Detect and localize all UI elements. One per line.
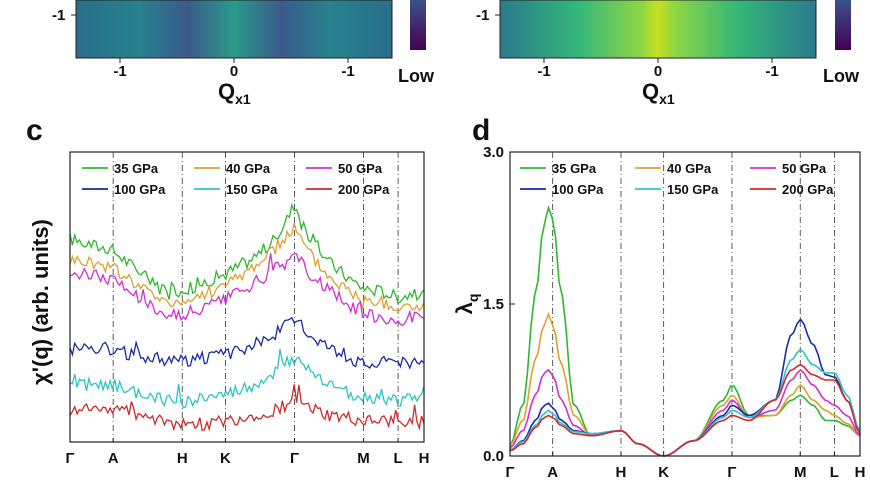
- xtick-label: Γ: [290, 450, 299, 467]
- panel-c-ylabel: χ'(q) (arb. units): [28, 219, 53, 385]
- xtick-label: K: [658, 464, 669, 481]
- plot-frame: [69, 151, 425, 443]
- top-left-heatmap: -1 -1 0 -1 Qx1 Low: [52, 0, 435, 107]
- series-line-35-gpa: [509, 205, 861, 457]
- xtick-label: L: [394, 450, 403, 467]
- xtick-label: H: [855, 464, 866, 481]
- heatmap-right-image: [500, 0, 816, 58]
- xtick-label: H: [616, 464, 627, 481]
- ytick-label: 1.5: [483, 296, 504, 313]
- series-line-100-gpa: [69, 316, 425, 370]
- xtick-label: A: [547, 464, 558, 481]
- heatmap-left-image: [76, 0, 392, 58]
- legend-entry: 200 GPa: [782, 182, 834, 197]
- top-left-ytick: -1: [52, 7, 65, 24]
- top-right-xlabel: Qx1: [642, 79, 675, 107]
- legend-entry: 150 GPa: [667, 182, 719, 197]
- series-line-100-gpa: [509, 317, 861, 457]
- legend-entry: 150 GPa: [226, 182, 278, 197]
- legend-entry: 50 GPa: [782, 161, 827, 176]
- xtick-label: H: [419, 450, 430, 467]
- xtick-label: Γ: [505, 464, 514, 481]
- top-right-colorbar: [835, 0, 851, 50]
- top-right-xtick-3: -1: [765, 63, 778, 80]
- top-left-xtick-1: -1: [113, 63, 126, 80]
- panel-d-ylabel: λq: [452, 294, 481, 315]
- legend-entry: 35 GPa: [552, 161, 597, 176]
- series-line-150-gpa: [69, 348, 425, 409]
- top-left-xlabel: Qx1: [218, 79, 251, 107]
- top-right-xtick-2: 0: [654, 63, 662, 80]
- legend-entry: 200 GPa: [338, 182, 390, 197]
- top-left-cbar-low: Low: [398, 66, 435, 86]
- ytick-label: 3.0: [483, 144, 504, 161]
- panel-d-label: d: [472, 114, 490, 147]
- legend-entry: 50 GPa: [338, 161, 383, 176]
- xtick-label: H: [177, 450, 188, 467]
- legend-entry: 35 GPa: [114, 161, 159, 176]
- top-left-colorbar: [410, 0, 426, 50]
- xtick-label: L: [830, 464, 839, 481]
- legend-entry: 40 GPa: [667, 161, 712, 176]
- legend-entry: 100 GPa: [114, 182, 166, 197]
- xtick-label: K: [220, 450, 231, 467]
- top-right-ytick: -1: [476, 7, 489, 24]
- legend-entry: 100 GPa: [552, 182, 604, 197]
- series-line-200-gpa: [69, 384, 425, 432]
- xtick-label: Γ: [65, 450, 74, 467]
- series-line-40-gpa: [69, 222, 425, 312]
- xtick-label: M: [357, 450, 370, 467]
- series-line-35-gpa: [69, 202, 425, 305]
- panel-c-label: c: [26, 114, 43, 147]
- series-line-200-gpa: [509, 363, 861, 457]
- legend-entry: 40 GPa: [226, 161, 271, 176]
- top-left-xtick-2: 0: [230, 63, 238, 80]
- series-line-50-gpa: [69, 253, 425, 327]
- ytick-label: 0.0: [483, 448, 504, 465]
- top-right-heatmap: -1 -1 0 -1 Qx1 Low: [476, 0, 860, 107]
- xtick-label: A: [108, 450, 119, 467]
- xtick-label: M: [794, 464, 807, 481]
- top-left-xtick-3: -1: [341, 63, 354, 80]
- plot-frame: [509, 151, 861, 457]
- top-right-cbar-low: Low: [823, 66, 860, 86]
- xtick-label: Γ: [727, 464, 736, 481]
- top-right-xtick-1: -1: [537, 63, 550, 80]
